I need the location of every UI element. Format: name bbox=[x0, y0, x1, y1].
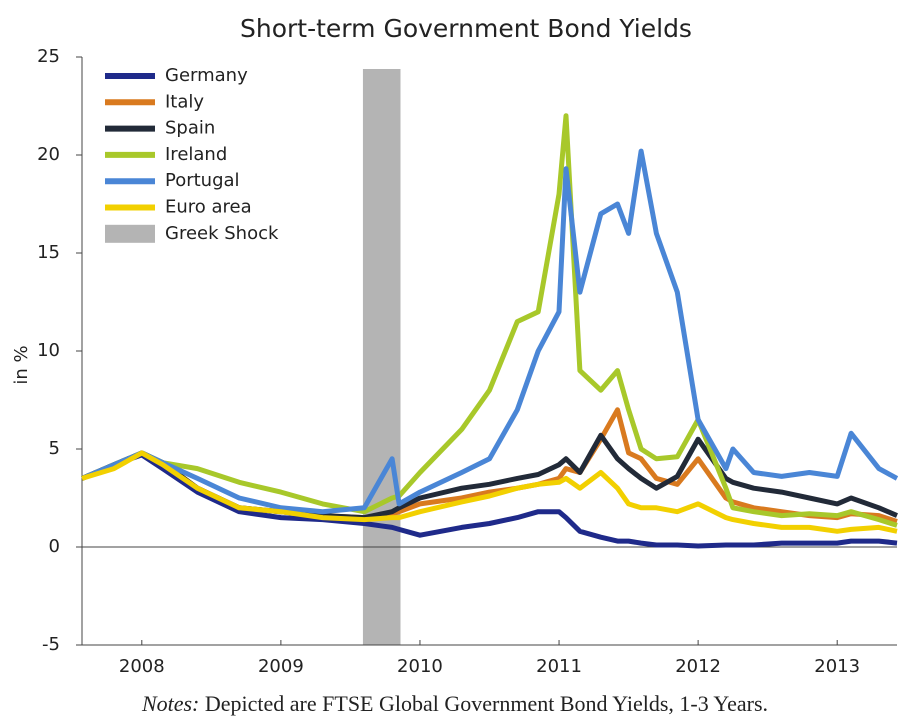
y-tick-label: 20 bbox=[37, 144, 60, 165]
shock-band bbox=[362, 69, 401, 645]
series-line bbox=[81, 113, 898, 528]
x-tick-label: 2012 bbox=[675, 656, 721, 677]
y-tick-label: -5 bbox=[42, 634, 60, 655]
legend-label: Italy bbox=[165, 91, 204, 112]
y-tick-label: 25 bbox=[37, 46, 60, 67]
legend-label: Ireland bbox=[165, 144, 227, 165]
legend-label: Portugal bbox=[165, 170, 240, 191]
series-line bbox=[81, 148, 898, 515]
notes-text: Depicted are FTSE Global Government Bond… bbox=[205, 691, 768, 716]
x-tick-label: 2011 bbox=[536, 656, 582, 677]
series-line bbox=[81, 452, 898, 549]
legend-label: Greek Shock bbox=[165, 223, 279, 244]
x-tick-label: 2009 bbox=[258, 656, 304, 677]
x-tick-label: 2013 bbox=[814, 656, 860, 677]
y-tick-label: 10 bbox=[37, 340, 60, 361]
y-tick-label: 15 bbox=[37, 242, 60, 263]
legend-label: Spain bbox=[165, 118, 215, 139]
y-tick-label: 5 bbox=[49, 438, 60, 459]
x-tick-label: 2010 bbox=[397, 656, 443, 677]
series-line bbox=[81, 407, 898, 524]
x-tick-label: 2008 bbox=[119, 656, 165, 677]
series-line bbox=[81, 450, 898, 534]
y-tick-label: 0 bbox=[49, 536, 60, 557]
chart-title: Short-term Government Bond Yields bbox=[240, 14, 692, 43]
legend-swatch bbox=[105, 224, 155, 243]
notes-label: Notes: bbox=[141, 691, 199, 716]
legend-label: Euro area bbox=[165, 197, 252, 218]
notes: Notes: Depicted are FTSE Global Governme… bbox=[141, 691, 768, 716]
legend-label: Germany bbox=[165, 65, 248, 86]
y-axis-label: in % bbox=[11, 345, 32, 384]
